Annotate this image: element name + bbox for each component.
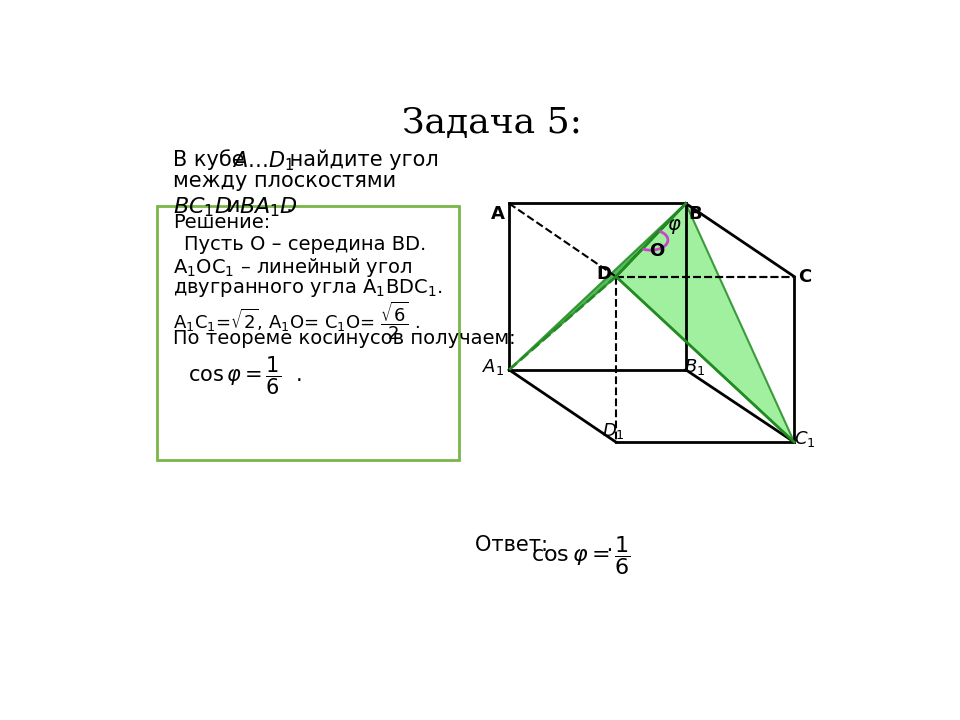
Text: $BC_1D$: $BC_1D$ <box>173 196 232 220</box>
Text: O: O <box>650 242 664 260</box>
Text: $A\ldots D_1$: $A\ldots D_1$ <box>232 150 295 173</box>
Text: А$_1$С$_1$=$\sqrt{2}$, А$_1$О= С$_1$О= $\dfrac{\sqrt{6}}{2}$ .: А$_1$С$_1$=$\sqrt{2}$, А$_1$О= С$_1$О= $… <box>173 300 420 343</box>
Text: $D_1$: $D_1$ <box>602 421 624 441</box>
Text: найдите угол: найдите угол <box>283 150 439 170</box>
Text: Задача 5:: Задача 5: <box>402 106 582 140</box>
Text: и: и <box>219 196 248 216</box>
Text: между плоскостями: между плоскостями <box>173 171 396 191</box>
Text: $A_1$: $A_1$ <box>483 356 505 377</box>
FancyBboxPatch shape <box>157 206 460 460</box>
Text: D: D <box>596 264 612 282</box>
Text: A: A <box>492 205 505 223</box>
Polygon shape <box>509 204 685 370</box>
Text: $\cos\varphi=\dfrac{1}{6}$: $\cos\varphi=\dfrac{1}{6}$ <box>531 534 630 577</box>
Text: двугранного угла А$_1$BDC$_1$.: двугранного угла А$_1$BDC$_1$. <box>173 276 443 299</box>
Text: C: C <box>799 268 812 286</box>
Polygon shape <box>616 204 794 442</box>
Text: B: B <box>688 205 702 223</box>
Text: $\varphi$: $\varphi$ <box>667 217 682 235</box>
Text: В кубе: В кубе <box>173 150 251 171</box>
Text: $\cos\varphi=\dfrac{1}{6}$  .: $\cos\varphi=\dfrac{1}{6}$ . <box>188 354 301 397</box>
Text: .: . <box>286 196 293 216</box>
Text: А$_1$ОС$_1$ – линейный угол: А$_1$ОС$_1$ – линейный угол <box>173 256 412 279</box>
Text: Решение:: Решение: <box>173 213 270 233</box>
Text: Пусть О – середина BD.: Пусть О – середина BD. <box>184 235 426 254</box>
Text: $C_1$: $C_1$ <box>794 429 816 449</box>
Text: $BA_1D$: $BA_1D$ <box>239 196 299 220</box>
Text: Ответ:: Ответ: <box>475 534 555 554</box>
Text: $B_1$: $B_1$ <box>684 356 706 377</box>
Text: По теореме косинусов получаем:: По теореме косинусов получаем: <box>173 329 516 348</box>
Text: .: . <box>601 534 613 554</box>
